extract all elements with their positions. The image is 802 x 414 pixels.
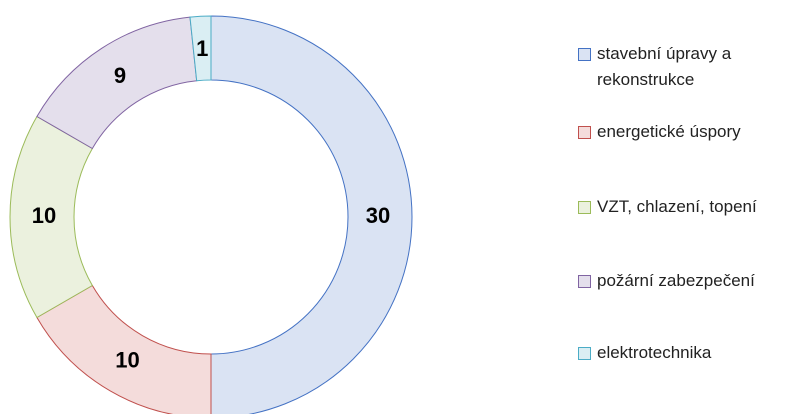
legend-swatch: [578, 347, 591, 360]
legend-label: elektrotechnika: [597, 343, 712, 362]
legend-label: požární zabezpečení: [597, 271, 755, 290]
donut-segment: [210, 15, 413, 414]
data-label: 10: [115, 347, 139, 372]
data-label: 30: [366, 203, 390, 228]
legend-item: VZT, chlazení, topení: [578, 194, 800, 220]
legend-item: energetické úspory: [578, 119, 800, 145]
legend-swatch: [578, 48, 591, 61]
data-label: 9: [114, 63, 126, 88]
legend-swatch: [578, 275, 591, 288]
data-label: 1: [196, 36, 208, 61]
legend-label: VZT, chlazení, topení: [597, 197, 757, 216]
legend-item: elektrotechnika: [578, 340, 800, 366]
legend-swatch: [578, 201, 591, 214]
donut-segment: [189, 15, 212, 82]
data-label: 10: [32, 203, 56, 228]
legend-label: stavební úpravy a rekonstrukce: [597, 44, 732, 89]
legend-swatch: [578, 126, 591, 139]
legend-item: stavební úpravy a rekonstrukce: [578, 41, 800, 93]
legend-item: požární zabezpečení: [578, 268, 800, 294]
legend-label: energetické úspory: [597, 122, 741, 141]
